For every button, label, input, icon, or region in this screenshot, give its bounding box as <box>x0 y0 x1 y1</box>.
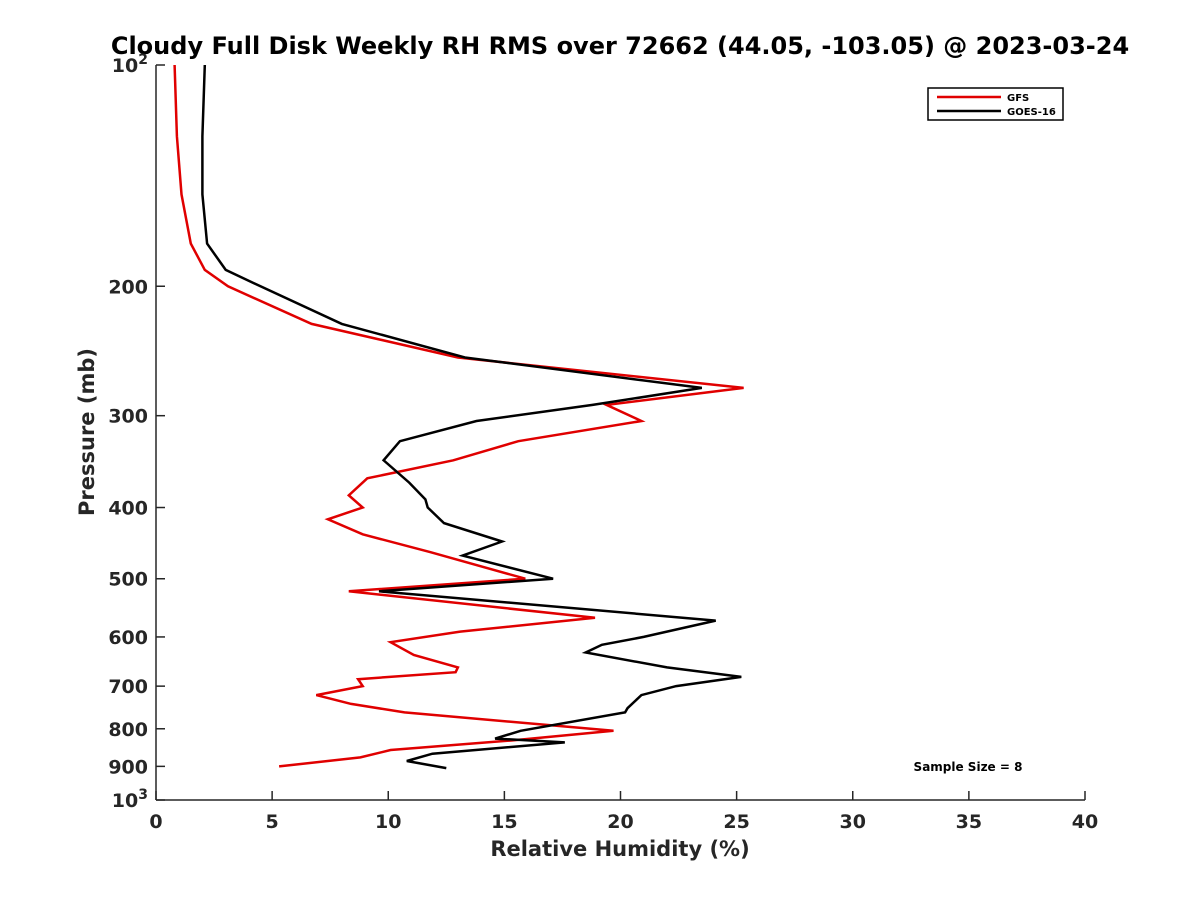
y-tick-label: 700 <box>108 676 148 698</box>
series-line-goes-16 <box>201 64 742 770</box>
sample-size-annotation: Sample Size = 8 <box>914 760 1023 774</box>
y-tick-label: 102 <box>112 52 148 77</box>
x-tick-label: 10 <box>375 811 401 833</box>
chart-legend: GFS GOES-16 <box>927 87 1064 121</box>
x-axis-label: Relative Humidity (%) <box>490 837 749 861</box>
y-tick-label: 800 <box>108 719 148 741</box>
y-tick-label: 300 <box>108 406 148 428</box>
y-tick-label: 200 <box>108 276 148 298</box>
series-line-gfs <box>173 64 744 768</box>
legend-label-gfs: GFS <box>1007 93 1029 104</box>
x-tick-label: 40 <box>1072 811 1098 833</box>
x-tick-label: 20 <box>607 811 633 833</box>
y-axis-label: Pressure (mb) <box>75 348 99 516</box>
y-tick-label: 900 <box>108 756 148 778</box>
plot-area: 0 5 10 15 20 25 30 35 40 102 200 300 400 500 600 700 800… <box>108 52 1098 833</box>
x-tick-label: 0 <box>149 811 162 833</box>
x-tick-label: 30 <box>840 811 866 833</box>
y-tick-label: 400 <box>108 498 148 520</box>
y-tick-label: 600 <box>108 627 148 649</box>
x-tick-label: 5 <box>266 811 279 833</box>
y-tick-label: 103 <box>112 787 148 812</box>
x-tick-label: 15 <box>491 811 517 833</box>
legend-label-goes-16: GOES-16 <box>1007 107 1056 118</box>
chart-title: Cloudy Full Disk Weekly RH RMS over 7266… <box>111 32 1129 60</box>
y-tick-label: 500 <box>108 569 148 591</box>
x-tick-label: 35 <box>956 811 982 833</box>
x-tick-label: 25 <box>723 811 749 833</box>
legend-box <box>927 87 1064 121</box>
